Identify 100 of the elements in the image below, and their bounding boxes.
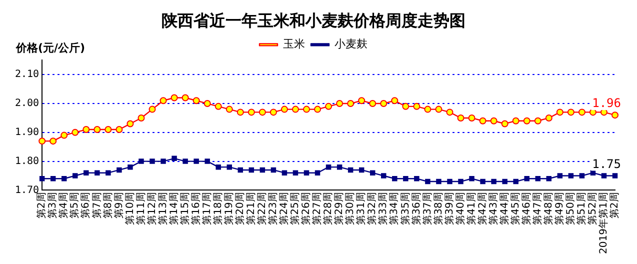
point [424,106,432,113]
x-tick-label: 第29周 [333,192,346,225]
point [358,97,366,104]
point [128,164,133,170]
point [314,106,322,113]
x-tick-label: 第13周 [156,192,169,225]
x-tick-label: 第24周 [278,192,290,225]
x-tick-label: 第33周 [377,192,390,225]
x-tick-label: 第11周 [134,192,147,225]
point [358,167,364,173]
x-tick-label: 第25周 [289,192,302,225]
point [568,173,574,178]
point [469,176,474,182]
x-tick-label: 第52周 [586,192,599,225]
point [82,126,90,134]
x-tick-label: 第14周 [168,192,180,225]
point [370,170,376,176]
x-tick-label: 第10周 [124,192,136,225]
x-tick-label: 第47周 [531,192,544,225]
point [348,167,354,173]
point [590,170,596,176]
point [116,126,123,134]
x-tick-label: 第17周 [200,192,213,225]
point [170,94,178,102]
point [534,117,542,124]
legend-label: 小麦麸 [334,38,368,51]
point [402,102,410,110]
point [479,117,486,124]
x-tick-label: 第39周 [443,192,456,225]
x-tick-label: 第2周 [36,192,48,219]
point [216,164,221,170]
point [512,117,520,124]
point [72,128,79,136]
point [94,126,101,134]
point [314,170,320,176]
point [182,158,188,164]
point [491,178,496,184]
x-tick-label: 第42周 [476,192,488,225]
point [380,100,388,108]
chart-title: 陕西省近一年玉米和小麦麸价格周度走势图 [162,10,466,30]
point [304,170,310,176]
point [172,156,177,162]
x-tick-label: 第12周 [146,192,158,225]
point [138,158,144,164]
point [326,164,332,170]
point [248,167,254,173]
x-tick-label: 第34周 [388,192,400,225]
y-tick-label: 1.80 [14,156,40,167]
data-label: 1.96 [592,96,621,110]
point [303,106,310,113]
x-tick-label: 第5周 [68,192,81,219]
x-tick-label: 第48周 [542,192,554,225]
point [557,173,563,178]
data-label: 1.75 [592,156,621,171]
point [258,108,266,116]
point [447,178,452,184]
point [292,106,299,113]
point [612,173,618,178]
point [192,97,200,104]
point [336,164,342,170]
x-tick-label: 第44周 [498,192,510,225]
point [204,158,210,164]
point [182,94,189,102]
point [480,178,486,184]
point [116,167,122,173]
point [347,100,354,108]
point [524,176,530,182]
point [280,106,288,113]
x-tick-label: 第4周 [58,192,70,219]
point [270,167,276,173]
point [435,106,442,113]
point [501,120,508,128]
x-tick-label: 第41周 [465,192,478,225]
x-tick-label: 第3周 [46,192,59,219]
point [160,158,166,164]
x-tick-label: 第37周 [421,192,434,225]
legend-label: 玉米 [283,38,305,51]
point [546,176,552,182]
point [194,158,199,164]
point [523,117,530,124]
point [381,173,386,178]
x-tick-label: 第31周 [355,192,368,225]
x-tick-label: 第38周 [432,192,444,225]
point [502,178,508,184]
x-tick-label: 第26周 [300,192,312,225]
x-tick-label: 第51周 [576,192,588,225]
x-tick-label: 第15周 [178,192,191,225]
x-tick-label: 第19周 [222,192,235,225]
point [457,114,464,122]
x-tick-label: 第45周 [509,192,522,225]
point [104,126,112,134]
point [94,170,100,176]
point [369,100,376,108]
point [138,114,145,122]
point [50,138,57,145]
point [392,176,398,182]
x-tick-label: 第27周 [311,192,324,225]
point [578,108,586,116]
x-tick-label: 第22周 [256,192,268,225]
x-tick-label: 第23周 [267,192,280,225]
